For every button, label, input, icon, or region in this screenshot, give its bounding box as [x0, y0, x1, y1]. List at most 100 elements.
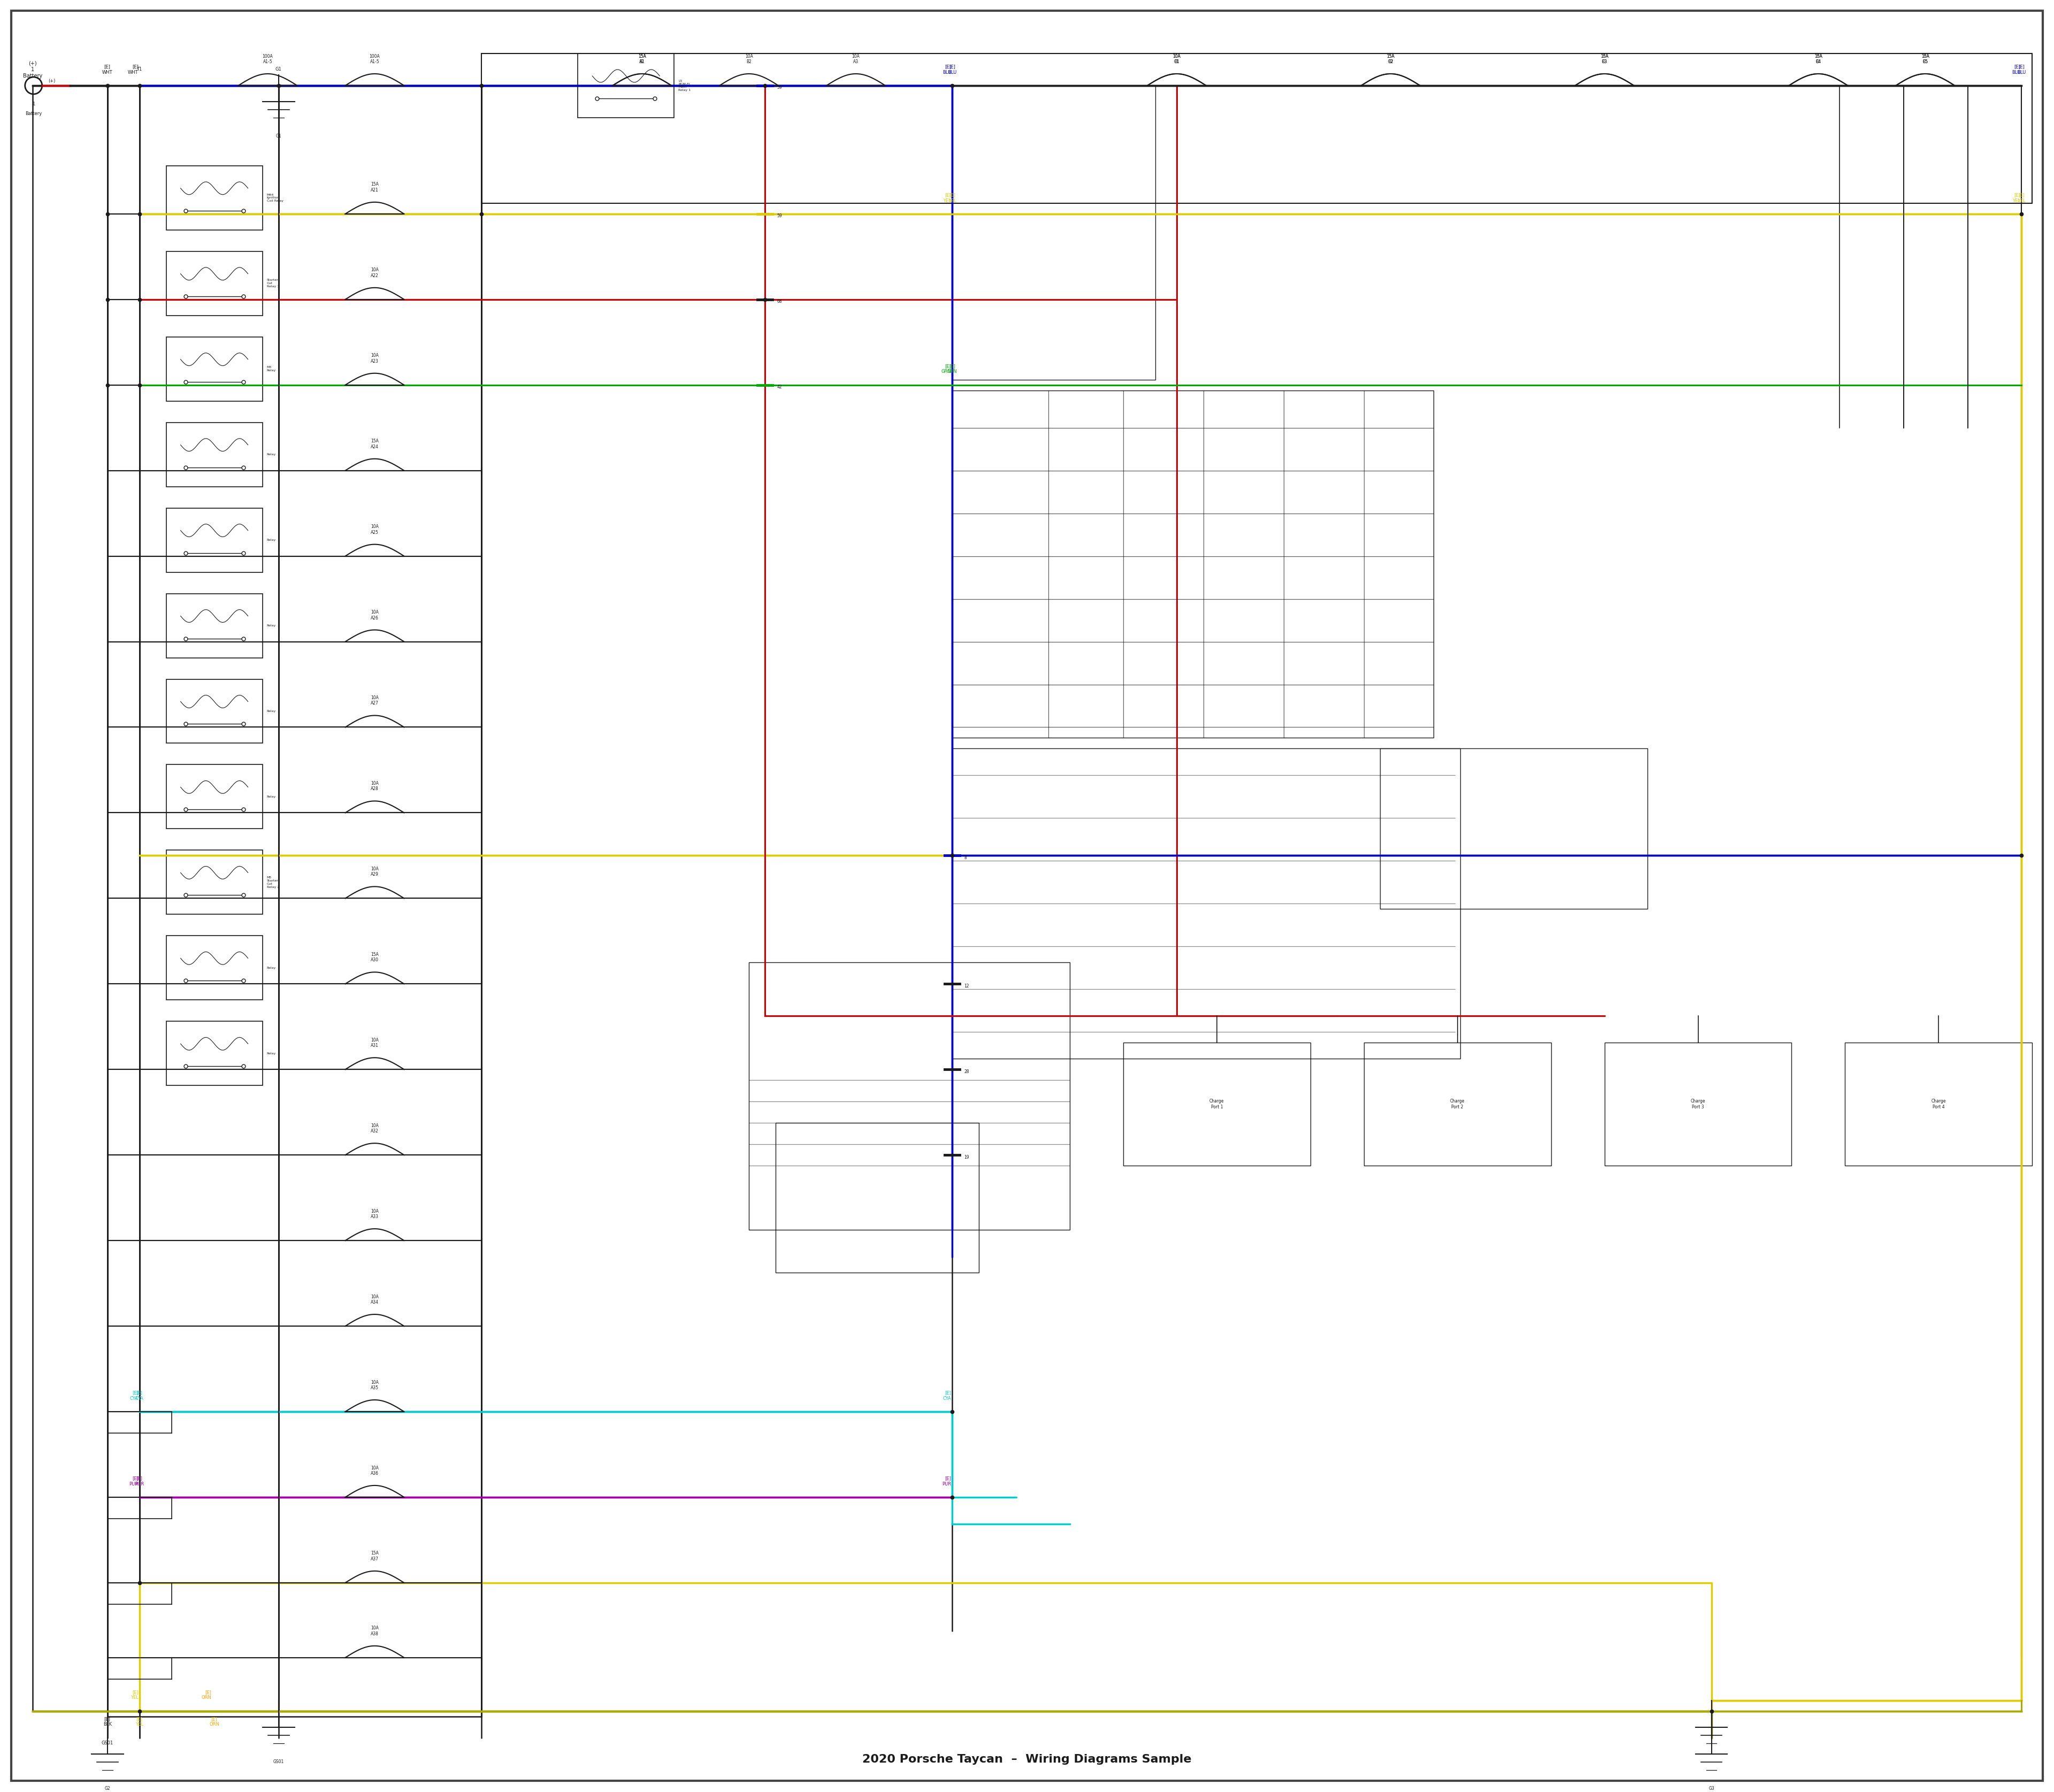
- Text: 10A
A33: 10A A33: [370, 1210, 378, 1219]
- Bar: [166, 765, 263, 830]
- Text: 10A
A22: 10A A22: [370, 267, 378, 278]
- Text: T1: T1: [138, 66, 142, 72]
- Text: 10A
A34: 10A A34: [370, 1294, 378, 1305]
- Text: 15A
C5: 15A C5: [1920, 54, 1929, 65]
- Text: 10A
A29: 10A A29: [370, 867, 378, 876]
- Text: [E]
CYA: [E] CYA: [136, 1391, 144, 1401]
- Text: 59: 59: [776, 86, 783, 90]
- Text: [E]
BLK: [E] BLK: [103, 1717, 111, 1727]
- Text: 1: 1: [33, 102, 35, 106]
- Text: G1: G1: [275, 134, 281, 138]
- Bar: [166, 849, 263, 914]
- Text: (+): (+): [49, 79, 55, 84]
- Bar: [166, 679, 263, 744]
- Text: 10A
B3: 10A B3: [1600, 54, 1608, 65]
- Bar: [1604, 1043, 1791, 1165]
- Bar: [1364, 1043, 1551, 1165]
- Text: Charge
Port 2: Charge Port 2: [1450, 1098, 1465, 1109]
- Text: 10A
A38: 10A A38: [370, 1625, 378, 1636]
- Text: [E]
ORN: [E] ORN: [201, 1690, 212, 1701]
- Text: 28: 28: [963, 1070, 969, 1073]
- Text: 10A
A32: 10A A32: [370, 1124, 378, 1134]
- Text: 10A
A25: 10A A25: [370, 525, 378, 534]
- Text: [E]
GRN: [E] GRN: [947, 364, 957, 375]
- Text: 12: 12: [963, 984, 969, 989]
- Bar: [750, 962, 1070, 1229]
- Text: (+)
1
Battery: (+) 1 Battery: [23, 61, 43, 79]
- Text: 10A
C1: 10A C1: [1173, 54, 1181, 65]
- Bar: [481, 54, 2031, 202]
- Bar: [166, 251, 263, 315]
- Text: [E]
YEL: [E] YEL: [2017, 194, 2025, 202]
- Text: Relay: Relay: [267, 539, 275, 541]
- Text: Charge
Port 1: Charge Port 1: [1210, 1098, 1224, 1109]
- Text: GS01: GS01: [273, 1760, 283, 1763]
- Text: [E]
YEL: [E] YEL: [129, 1690, 138, 1701]
- Text: 100A
A1-5: 100A A1-5: [370, 54, 380, 65]
- Text: 15A
A30: 15A A30: [370, 952, 378, 962]
- Text: [E]
WHT: [E] WHT: [127, 65, 138, 75]
- Text: Relay: Relay: [267, 966, 275, 969]
- Text: Relay: Relay: [267, 710, 275, 713]
- Text: 10A
A28: 10A A28: [370, 781, 378, 792]
- Text: M3
Relay: M3 Relay: [267, 366, 275, 373]
- Text: 15A
C2: 15A C2: [1386, 54, 1395, 65]
- Text: 15A
A21: 15A A21: [370, 183, 378, 192]
- Text: [E]
BLU: [E] BLU: [943, 65, 951, 75]
- Bar: [953, 749, 1460, 1059]
- Bar: [577, 54, 674, 118]
- Text: 42: 42: [776, 385, 783, 389]
- Text: 10A
A27: 10A A27: [370, 695, 378, 706]
- Text: Starter
Cut
Relay 1: Starter Cut Relay 1: [267, 280, 279, 289]
- Text: 10A
A26: 10A A26: [370, 609, 378, 620]
- Text: [E]
PUR: [E] PUR: [943, 1477, 951, 1486]
- Text: L5
PGM-FI
Main
Relay 1: L5 PGM-FI Main Relay 1: [678, 79, 690, 91]
- Text: [E]
PUR: [E] PUR: [129, 1477, 138, 1486]
- Bar: [107, 86, 481, 1717]
- Text: 15A
A2: 15A A2: [639, 54, 647, 65]
- Text: 10A
A23: 10A A23: [370, 353, 378, 364]
- Bar: [776, 1124, 980, 1272]
- Text: [E]
BLU: [E] BLU: [947, 65, 957, 75]
- Text: G2: G2: [105, 1787, 111, 1790]
- Bar: [166, 423, 263, 487]
- Text: [E]
PUR: [E] PUR: [136, 1477, 144, 1486]
- Bar: [166, 1021, 263, 1086]
- Text: 10A
A31: 10A A31: [370, 1038, 378, 1048]
- Text: Relay: Relay: [267, 453, 275, 455]
- Bar: [166, 337, 263, 401]
- Text: [E]
CYA: [E] CYA: [943, 1391, 951, 1401]
- Text: G3: G3: [1709, 1787, 1715, 1790]
- Bar: [166, 167, 263, 229]
- Text: M44
Ignition
Coil Relay: M44 Ignition Coil Relay: [267, 194, 283, 202]
- Text: 15A
A24: 15A A24: [370, 439, 378, 450]
- Text: [E]
BLU: [E] BLU: [2011, 65, 2021, 75]
- Text: Charge
Port 3: Charge Port 3: [1690, 1098, 1705, 1109]
- Text: [E]
YEL: [E] YEL: [949, 194, 955, 202]
- Text: [E]
GRN: [E] GRN: [941, 364, 951, 375]
- Text: 10A
A36: 10A A36: [370, 1466, 378, 1477]
- Bar: [1124, 1043, 1310, 1165]
- Text: 15A
B2: 15A B2: [1386, 54, 1395, 65]
- Text: GS01: GS01: [101, 1740, 113, 1745]
- Text: Relay: Relay: [267, 624, 275, 627]
- Text: G1: G1: [275, 66, 281, 72]
- Text: 100A
A1-5: 100A A1-5: [263, 54, 273, 65]
- Text: 10A
B5: 10A B5: [1920, 54, 1929, 65]
- Text: 15A
B1: 15A B1: [639, 54, 647, 65]
- Text: [E]
CYA: [E] CYA: [129, 1391, 138, 1401]
- Text: Relay: Relay: [267, 1052, 275, 1055]
- Text: 15A
C3: 15A C3: [1600, 54, 1608, 65]
- Bar: [166, 593, 263, 658]
- Bar: [166, 935, 263, 1000]
- Text: Relay: Relay: [267, 796, 275, 797]
- Text: 15A
A37: 15A A37: [370, 1552, 378, 1561]
- Bar: [953, 391, 1434, 738]
- Text: [E]
BLU: [E] BLU: [2017, 65, 2025, 75]
- Text: M5
Starter
Cut
Relay 2: M5 Starter Cut Relay 2: [267, 876, 279, 889]
- Bar: [953, 86, 1154, 380]
- Text: 19: 19: [963, 1154, 969, 1159]
- Bar: [166, 507, 263, 572]
- Text: Battery: Battery: [25, 111, 41, 116]
- Text: 10A
B1: 10A B1: [1173, 54, 1181, 65]
